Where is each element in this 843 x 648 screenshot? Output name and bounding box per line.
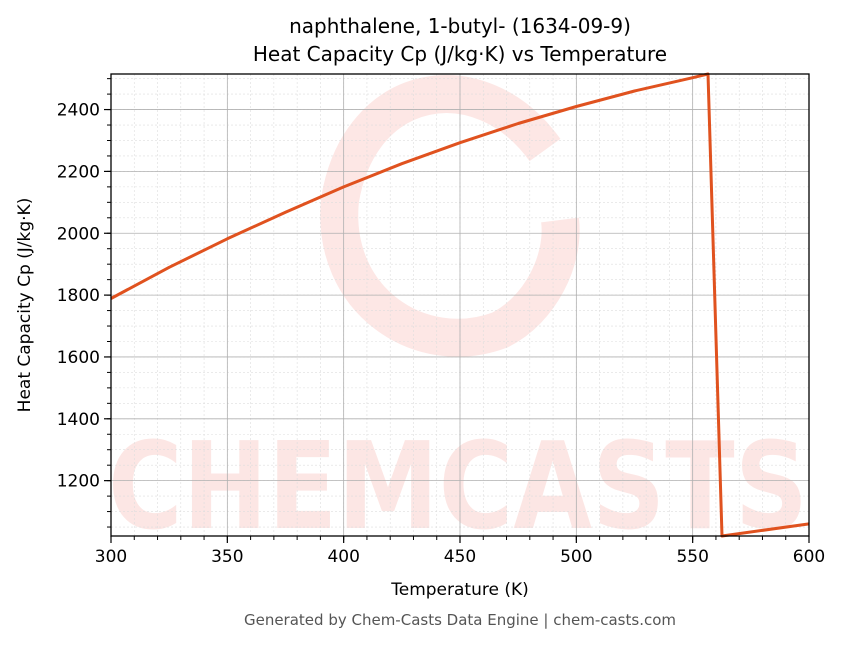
watermark-text: CHEMCASTS [108, 418, 808, 557]
x-tick-label: 500 [560, 547, 592, 567]
x-axis-label: Temperature (K) [390, 580, 529, 600]
y-tick-label: 1600 [57, 348, 100, 368]
footer-text: Generated by Chem-Casts Data Engine | ch… [244, 611, 676, 629]
plot-frame [110, 73, 810, 537]
chart-subtitle: Heat Capacity Cp (J/kg·K) vs Temperature [253, 42, 667, 66]
x-tick-label: 300 [95, 547, 127, 567]
watermark: CHEMCASTS [108, 75, 808, 557]
y-tick-label: 2400 [57, 101, 100, 121]
y-tick-label: 2200 [57, 162, 100, 182]
x-tick-label: 600 [793, 547, 825, 567]
chart-title: naphthalene, 1-butyl- (1634-09-9) [289, 14, 631, 38]
y-tick-label: 2000 [57, 224, 100, 244]
y-tick-label: 1800 [57, 286, 100, 306]
y-tick-label: 1200 [57, 472, 100, 492]
x-tick-label: 450 [444, 547, 476, 567]
ticks: 300 350 400 450 500 550 600 1200 1400 1600 1800 200… [57, 78, 825, 567]
watermark-c-logo [320, 75, 580, 357]
x-tick-label: 550 [676, 547, 708, 567]
x-tick-label: 350 [211, 547, 243, 567]
y-tick-label: 1400 [57, 410, 100, 430]
x-tick-label: 400 [327, 547, 359, 567]
y-axis-label: Heat Capacity Cp (J/kg·K) [15, 198, 35, 413]
